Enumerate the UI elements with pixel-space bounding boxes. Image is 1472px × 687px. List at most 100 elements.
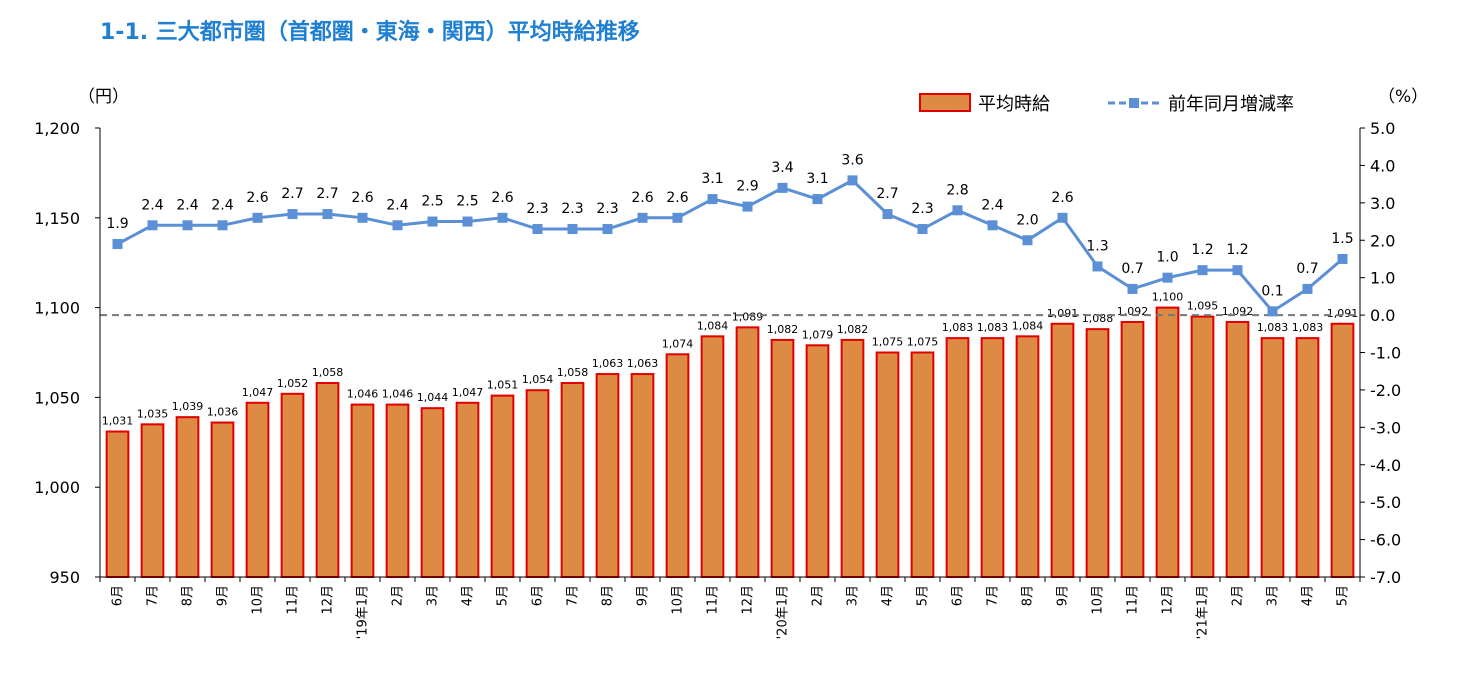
rate-marker-35	[1337, 253, 1348, 264]
bar-5	[280, 392, 305, 579]
rate-line	[116, 178, 1344, 314]
bar-29	[1120, 320, 1145, 578]
rate-marker-30	[1162, 272, 1173, 283]
rate-marker-9	[427, 216, 438, 227]
rate-marker-2	[182, 220, 193, 231]
rate-label-17: 3.1	[701, 171, 723, 187]
x-tick-label-7: '19年1月	[356, 585, 371, 639]
x-tick-label-15: 9月	[636, 585, 651, 606]
rate-label-21: 3.6	[841, 152, 863, 168]
bar-18	[735, 326, 760, 578]
rate-label-18: 2.9	[736, 179, 758, 195]
x-tick-label-22: 4月	[881, 585, 896, 606]
x-tick-label-30: 12月	[1161, 585, 1176, 615]
bar-label-23: 1,075	[907, 336, 939, 349]
rate-marker-27	[1057, 212, 1068, 223]
x-tick-label-28: 10月	[1091, 585, 1106, 615]
rate-label-35: 1.5	[1331, 231, 1353, 247]
rate-label-3: 2.4	[211, 197, 233, 213]
right-tick-label-12: 5.0	[1370, 119, 1395, 138]
rate-label-33: 0.1	[1261, 283, 1283, 299]
bar-14	[595, 373, 620, 578]
x-tick-label-10: 4月	[461, 585, 476, 606]
bar-label-1: 1,035	[137, 407, 169, 420]
rate-marker-8	[392, 220, 403, 231]
bar-20	[805, 344, 830, 579]
rate-label-13: 2.3	[561, 201, 583, 217]
bar-label-18: 1,089	[732, 310, 764, 323]
bar-label-35: 1,091	[1327, 307, 1359, 320]
bar-label-19: 1,082	[767, 323, 799, 336]
bar-label-0: 1,031	[102, 415, 134, 428]
right-tick-label-11: 4.0	[1370, 156, 1395, 175]
bar-label-26: 1,084	[1012, 319, 1044, 332]
bar-31	[1190, 315, 1215, 578]
rate-label-28: 1.3	[1086, 238, 1108, 254]
bar-0	[105, 430, 130, 578]
legend-bar-label: 平均時給	[978, 94, 1050, 115]
right-axis-unit: （%）	[1378, 87, 1428, 107]
bar-28	[1085, 328, 1110, 579]
bar-label-16: 1,074	[662, 337, 694, 350]
bar-34	[1295, 337, 1320, 578]
bar-label-2: 1,039	[172, 400, 204, 413]
bar-7	[350, 403, 375, 579]
bar-label-12: 1,054	[522, 373, 554, 386]
bar-21	[840, 338, 865, 579]
bar-label-34: 1,083	[1292, 321, 1324, 334]
x-tick-label-19: '20年1月	[776, 585, 791, 639]
rate-marker-20	[812, 194, 823, 205]
rate-marker-29	[1127, 283, 1138, 294]
right-tick-label-7: 0.0	[1370, 306, 1395, 325]
x-tick-label-23: 5月	[916, 585, 931, 606]
legend-line-marker	[1129, 98, 1139, 108]
bar-2	[175, 416, 200, 578]
bar-label-3: 1,036	[207, 406, 239, 419]
bar-32	[1225, 320, 1250, 578]
bar-label-17: 1,084	[697, 319, 729, 332]
x-tick-label-0: 6月	[111, 585, 126, 606]
x-tick-label-12: 6月	[531, 585, 546, 606]
bar-6	[315, 382, 340, 579]
x-tick-label-17: 11月	[706, 585, 721, 615]
rate-label-6: 2.7	[316, 186, 338, 202]
rate-marker-26	[1022, 235, 1033, 246]
bar-label-7: 1,046	[347, 388, 379, 401]
rate-marker-21	[847, 175, 858, 186]
bar-17	[700, 335, 725, 578]
rate-marker-5	[287, 209, 298, 220]
x-tick-label-14: 8月	[601, 585, 616, 606]
bar-label-27: 1,091	[1047, 307, 1079, 320]
rate-marker-11	[497, 212, 508, 223]
bar-3	[210, 421, 235, 578]
x-tick-label-20: 2月	[811, 585, 826, 606]
bar-label-9: 1,044	[417, 391, 449, 404]
x-tick-label-25: 7月	[986, 585, 1001, 606]
rate-marker-19	[777, 182, 788, 193]
rate-label-19: 3.4	[771, 160, 793, 176]
rate-label-32: 1.2	[1226, 242, 1248, 258]
rate-label-1: 2.4	[141, 197, 163, 213]
rate-marker-22	[882, 209, 893, 220]
left-tick-label-5: 1,200	[34, 119, 80, 138]
bar-35	[1330, 322, 1355, 578]
bar-23	[910, 351, 935, 578]
rate-label-8: 2.4	[386, 197, 408, 213]
rate-marker-4	[252, 212, 263, 223]
rate-label-15: 2.6	[631, 190, 653, 206]
bar-30	[1155, 306, 1180, 578]
rate-marker-14	[602, 224, 613, 235]
x-tick-label-13: 7月	[566, 585, 581, 606]
right-tick-label-3: -4.0	[1370, 456, 1401, 475]
bar-label-5: 1,052	[277, 377, 309, 390]
bar-24	[945, 337, 970, 578]
x-tick-label-21: 3月	[846, 585, 861, 606]
x-tick-label-11: 5月	[496, 585, 511, 606]
bar-4	[245, 401, 270, 578]
left-tick-label-1: 1,000	[34, 478, 80, 497]
bar-8	[385, 403, 410, 579]
right-tick-label-6: -1.0	[1370, 344, 1401, 363]
rate-marker-6	[322, 209, 333, 220]
bar-label-6: 1,058	[312, 366, 344, 379]
axes-layer: 950 1,000 1,050 1,100 1,150 1,200 -7.0 -6.0 -5.0…	[34, 119, 1401, 639]
